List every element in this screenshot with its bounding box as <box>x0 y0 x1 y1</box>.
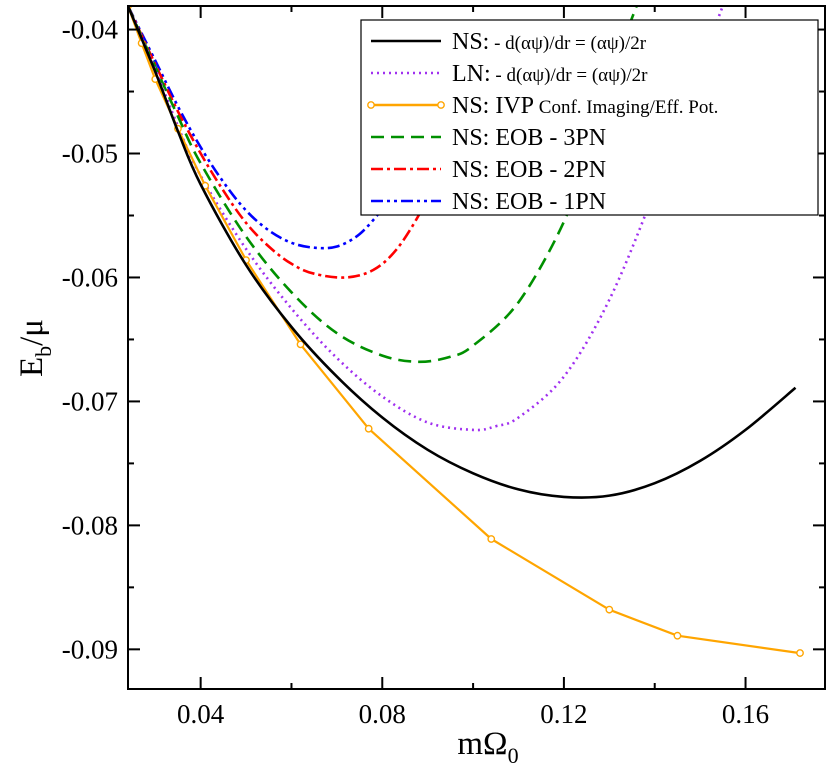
x-tick-label: 0.12 <box>540 699 587 729</box>
x-tick-label: 0.04 <box>177 699 225 729</box>
x-tick-label: 0.08 <box>359 699 406 729</box>
series-line <box>128 6 725 432</box>
legend-marker <box>367 101 375 109</box>
series-line <box>128 6 638 364</box>
data-point <box>487 535 496 543</box>
legend: NS: - d(αψ)/dr = (αψ)/2r LN: - d(αψ)/dr =… <box>360 19 819 216</box>
legend-label: NS: EOB - 3PN <box>452 125 606 151</box>
series-line <box>128 6 438 279</box>
y-tick-label: -0.09 <box>62 634 118 664</box>
ticks-layer: 0.04 0.08 0.12 0.16 -0.04 -0.05 -0.06 -0.07 -0.0… <box>62 6 825 729</box>
y-tick-label: -0.07 <box>62 386 118 416</box>
legend-marker <box>437 101 445 109</box>
series-layer <box>128 6 804 657</box>
data-point <box>296 340 305 349</box>
data-point <box>364 424 373 433</box>
legend-items: NS: - d(αψ)/dr = (αψ)/2r LN: - d(αψ)/dr =… <box>367 29 718 215</box>
plot-frame <box>127 5 826 690</box>
legend-label: NS: - d(αψ)/dr = (αψ)/2r <box>452 29 647 55</box>
y-tick-label: -0.05 <box>62 139 118 169</box>
legend-box <box>360 19 819 216</box>
legend-label: NS: EOB - 1PN <box>452 189 606 215</box>
y-axis-title: Eb/μ <box>14 319 56 377</box>
y-tick-label: -0.06 <box>62 262 118 292</box>
series-line <box>128 6 797 499</box>
x-axis-title: mΩ0 <box>457 726 518 768</box>
series-line <box>128 6 397 250</box>
data-point <box>796 649 804 657</box>
x-tick-label: 0.16 <box>722 699 769 729</box>
legend-label: NS: EOB - 2PN <box>452 157 606 183</box>
legend-label: NS: IVP Conf. Imaging/Eff. Pot. <box>452 93 718 119</box>
data-point <box>605 605 614 614</box>
data-point <box>673 631 682 640</box>
y-tick-label: -0.04 <box>62 15 119 45</box>
legend-label: LN: - d(αψ)/dr = (αψ)/2r <box>452 61 648 87</box>
y-tick-label: -0.08 <box>62 510 118 540</box>
